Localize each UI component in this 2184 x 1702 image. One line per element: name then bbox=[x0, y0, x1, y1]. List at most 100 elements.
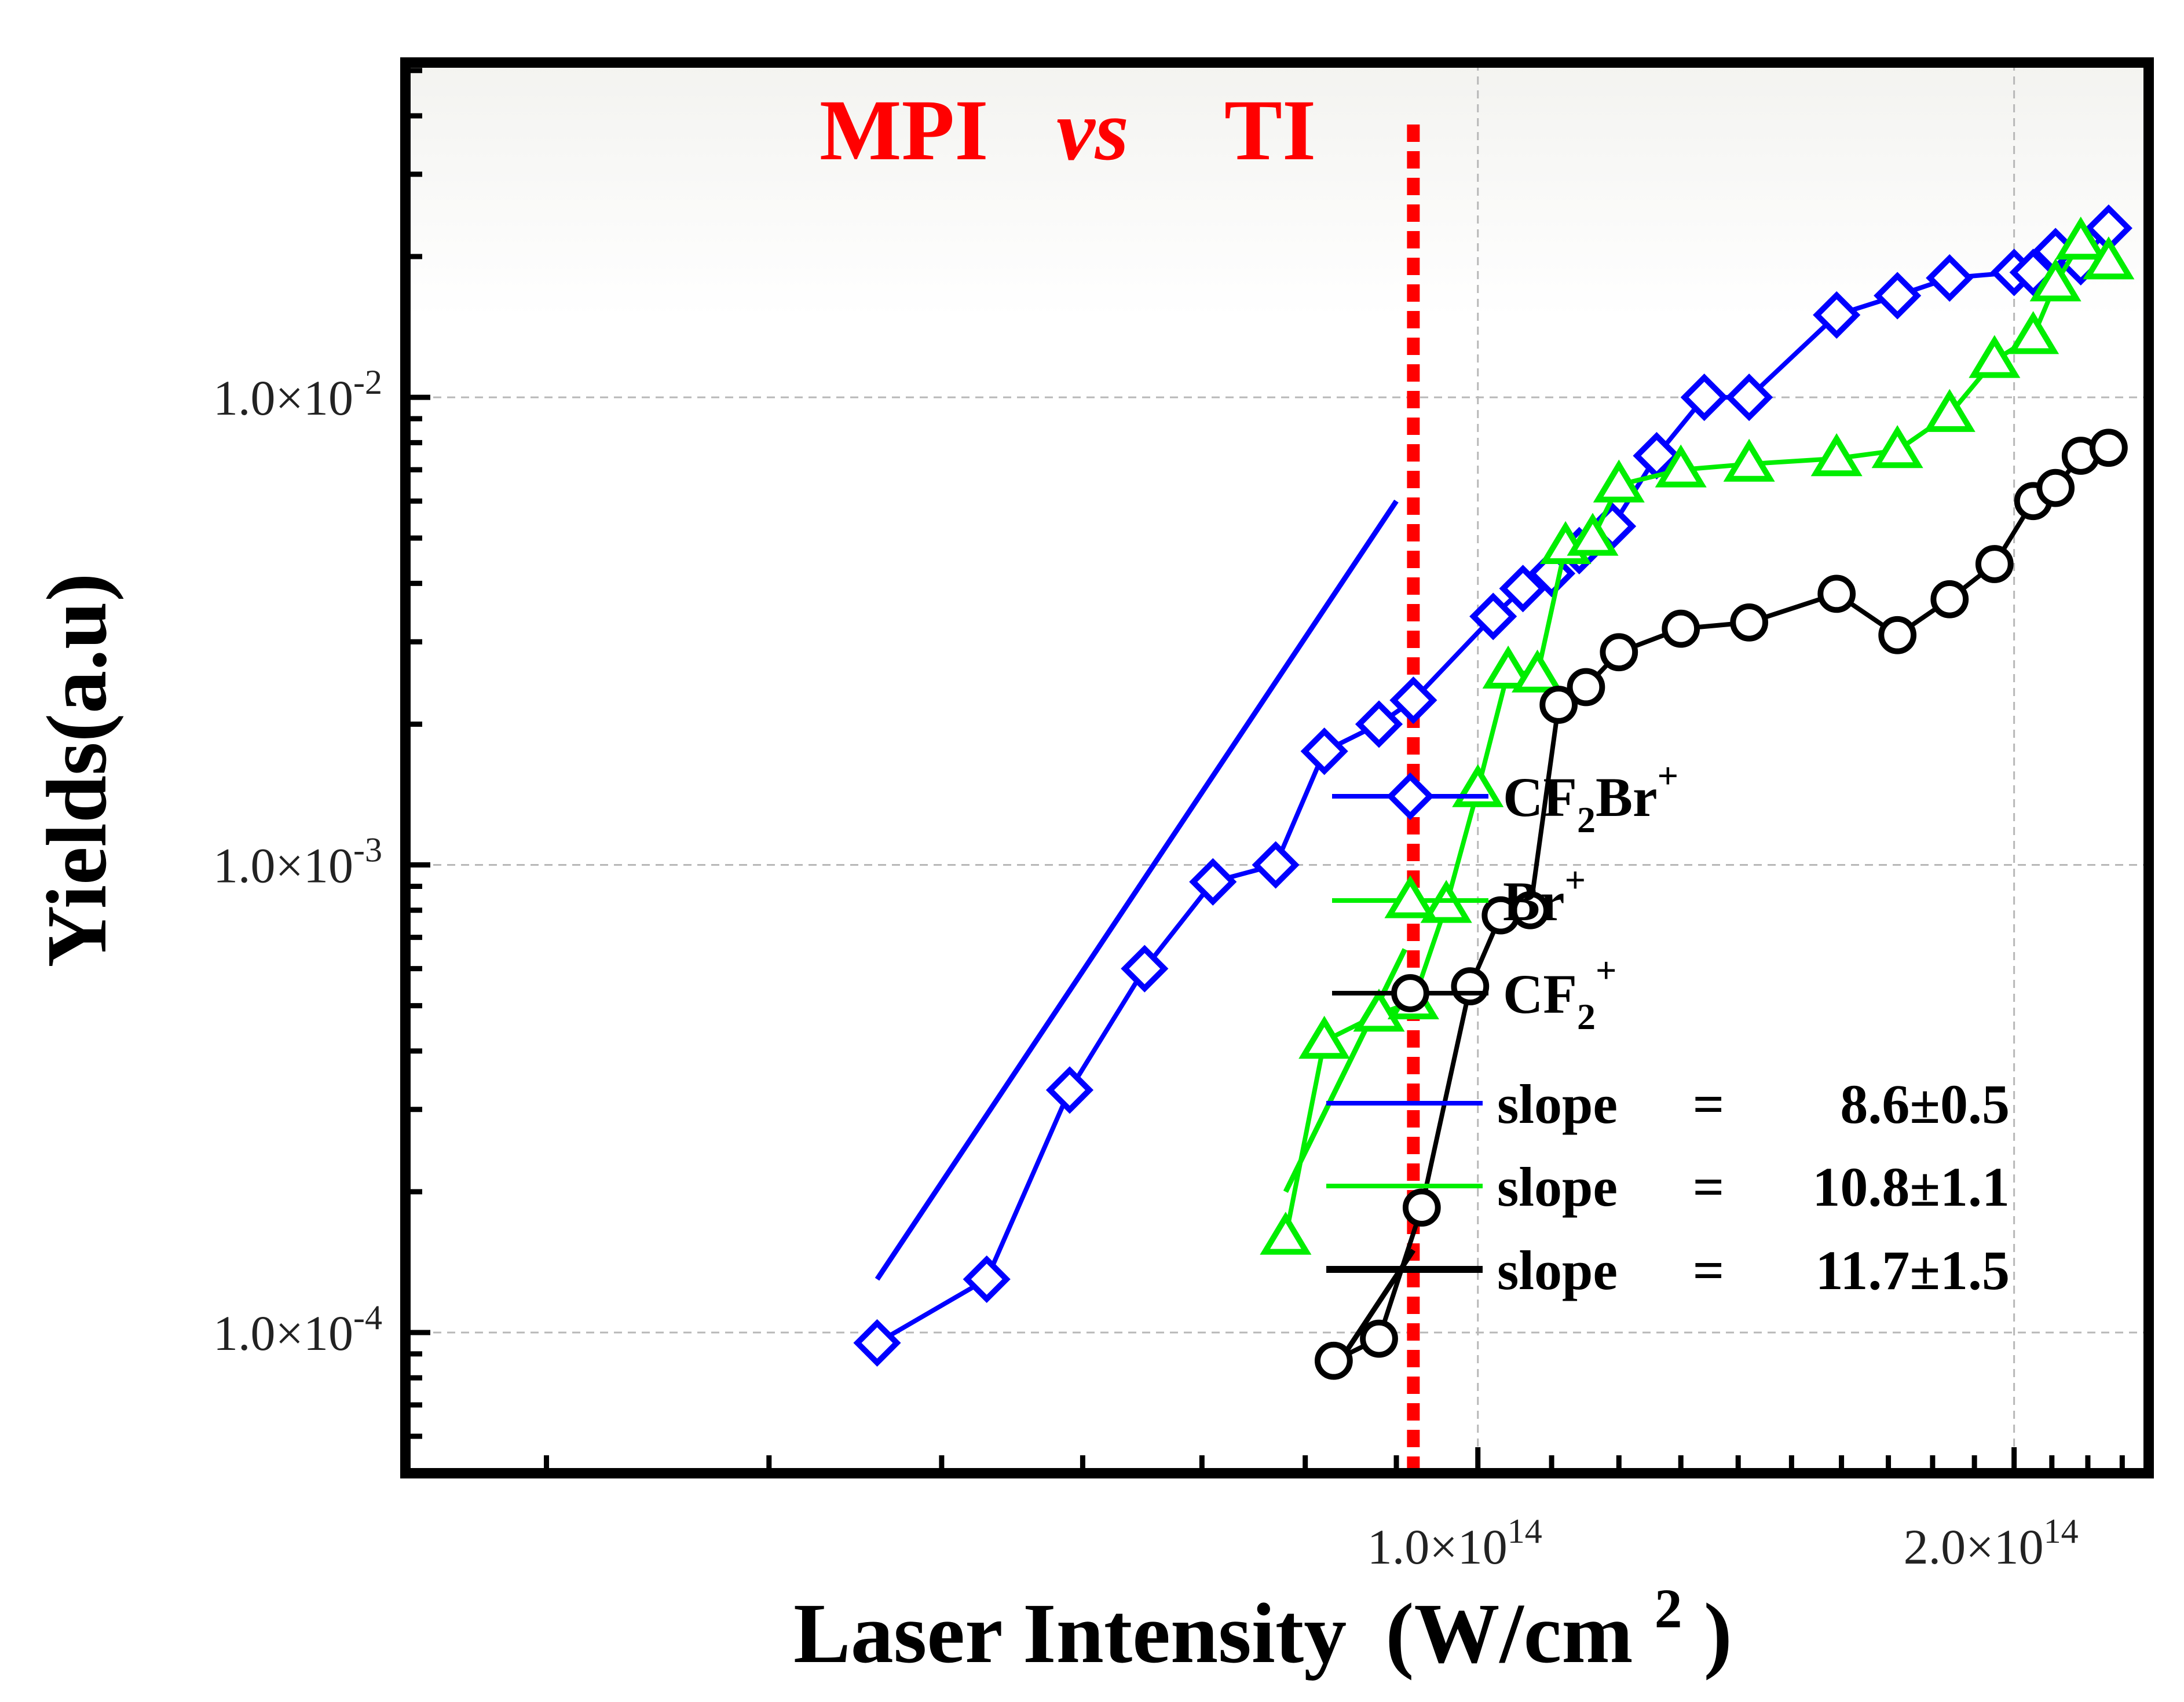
legend-fit-eq-1: = bbox=[1693, 1156, 1725, 1218]
data-point-0-1 bbox=[963, 1255, 1011, 1304]
series-2 bbox=[1314, 429, 2128, 1380]
data-point-2-7 bbox=[1567, 668, 1605, 707]
legend-entry-0: CF2Br+ bbox=[1332, 755, 1678, 840]
legend-label-1: Br+ bbox=[1503, 859, 1586, 932]
y-tick-label-mantissa-2: 1.0×10 bbox=[213, 370, 353, 426]
y-tick-label-2: 1.0×10-2 bbox=[213, 363, 382, 426]
data-point-0-4 bbox=[1189, 858, 1237, 906]
legend-label-sup-2: + bbox=[1596, 950, 1616, 991]
y-tick-label-exp-2: -2 bbox=[353, 363, 382, 401]
top-shading bbox=[405, 63, 2149, 317]
legend-label-sup-1: + bbox=[1565, 859, 1586, 901]
x-axis-title-close: ) bbox=[1704, 1586, 1732, 1681]
legend-label-base-1: Br bbox=[1503, 870, 1565, 932]
data-point-2-11 bbox=[1817, 574, 1856, 613]
x-axis-title-units: (W/cm bbox=[1385, 1586, 1633, 1681]
legend-label-0: CF2Br+ bbox=[1503, 755, 1678, 840]
data-point-1-7 bbox=[1512, 649, 1564, 693]
annotation-vs: vs bbox=[1056, 82, 1129, 178]
annotation-mpi: MPI bbox=[820, 82, 989, 178]
y-tick-label-exp-1: -3 bbox=[353, 831, 382, 869]
legend-marker-2 bbox=[1391, 974, 1429, 1012]
x-axis-title-sup: 2 bbox=[1655, 1577, 1682, 1639]
annotation-mpi-vs-ti: MPI vs TI bbox=[820, 82, 1316, 178]
data-point-2-8 bbox=[1600, 633, 1638, 672]
x-tick-label-mantissa-0: 1.0×10 bbox=[1367, 1519, 1508, 1575]
x-tick-label-exp-1: 14 bbox=[2044, 1512, 2079, 1550]
legend-fit-value-0: 8.6±0.5 bbox=[1840, 1073, 2010, 1135]
annotation-ti: TI bbox=[1224, 82, 1316, 178]
x-tick-label-0: 1.0×1014 bbox=[1367, 1512, 1542, 1575]
data-point-1-19 bbox=[2055, 216, 2107, 260]
data-point-2-2 bbox=[1402, 1188, 1441, 1227]
data-point-2-14 bbox=[1975, 545, 2014, 583]
data-point-1-1 bbox=[1298, 1016, 1351, 1059]
legend-fit-entry-1: slope = 10.8±1.1 bbox=[1326, 1156, 2010, 1218]
y-tick-label-0: 1.0×10-4 bbox=[213, 1298, 382, 1361]
data-point-1-20 bbox=[2083, 236, 2135, 280]
legend-label-sup-0: + bbox=[1658, 755, 1678, 796]
axis-ticks bbox=[411, 68, 2125, 1476]
data-point-1-9 bbox=[1567, 513, 1619, 556]
x-tick-label-exp-0: 14 bbox=[1508, 1512, 1542, 1550]
y-axis-title: Yields(a.u) bbox=[30, 573, 125, 967]
legend-label-rest-0: Br bbox=[1596, 766, 1658, 828]
fit-line-0 bbox=[875, 499, 1399, 1281]
data-point-0-0 bbox=[853, 1319, 901, 1367]
data-point-2-6 bbox=[1539, 686, 1578, 724]
legend-entry-2: CF2+ bbox=[1332, 950, 1616, 1037]
legend-marker-1 bbox=[1384, 875, 1436, 918]
legend-fit-label-2: slope bbox=[1497, 1239, 1618, 1301]
data-point-2-5 bbox=[1511, 891, 1550, 929]
legend-fit-label-0: slope bbox=[1497, 1073, 1618, 1135]
data-point-0-5 bbox=[1252, 841, 1300, 889]
data-point-1-6 bbox=[1482, 645, 1534, 689]
data-point-0-8 bbox=[1389, 676, 1437, 724]
x-tick-label-1: 2.0×1014 bbox=[1904, 1512, 2079, 1575]
fit-line-1 bbox=[1283, 948, 1407, 1193]
legend-fit-entry-0: slope = 8.6±0.5 bbox=[1326, 1073, 2010, 1135]
data-point-2-3 bbox=[1451, 967, 1490, 1006]
legend-label-sub-2: 2 bbox=[1577, 996, 1596, 1037]
legend-entry-1: Br+ bbox=[1332, 859, 1586, 932]
x-tick-label-mantissa-1: 2.0×10 bbox=[1904, 1519, 2044, 1575]
data-point-2-10 bbox=[1730, 603, 1769, 642]
slope-fit-lines bbox=[875, 499, 1416, 1372]
data-point-0-16 bbox=[1725, 374, 1773, 422]
legend-fit-value-1: 10.8±1.1 bbox=[1812, 1156, 2010, 1218]
x-axis-title: Laser Intensity (W/cm 2 ) bbox=[793, 1551, 1732, 1681]
data-point-0-9 bbox=[1469, 592, 1517, 640]
grid-lines bbox=[405, 63, 2149, 1473]
data-point-2-0 bbox=[1314, 1341, 1353, 1380]
data-point-1-10 bbox=[1593, 459, 1645, 503]
y-tick-labels: 1.0×10-41.0×10-31.0×10-2 bbox=[213, 363, 382, 1361]
data-point-2-18 bbox=[2090, 429, 2128, 467]
y-tick-label-mantissa-1: 1.0×10 bbox=[213, 838, 353, 894]
data-point-1-15 bbox=[1923, 389, 1976, 432]
data-point-0-18 bbox=[1874, 272, 1922, 320]
data-point-0-2 bbox=[1045, 1066, 1094, 1114]
data-point-0-6 bbox=[1300, 727, 1348, 775]
data-point-1-11 bbox=[1655, 444, 1707, 488]
data-point-0-10 bbox=[1499, 565, 1547, 613]
legend-fit-eq-2: = bbox=[1693, 1239, 1725, 1301]
data-point-2-12 bbox=[1878, 616, 1917, 654]
data-point-0-17 bbox=[1813, 291, 1861, 339]
data-point-2-1 bbox=[1360, 1319, 1398, 1358]
legend-label-base-2: CF bbox=[1503, 963, 1577, 1025]
data-point-2-13 bbox=[1930, 580, 1969, 618]
data-point-1-13 bbox=[1810, 433, 1863, 477]
legend-label-sub-0: 2 bbox=[1577, 799, 1596, 840]
legend-label-2: CF2+ bbox=[1503, 950, 1616, 1037]
x-axis-title-main: Laser Intensity bbox=[793, 1586, 1347, 1681]
y-tick-label-1: 1.0×10-3 bbox=[213, 831, 382, 894]
legend-fit-value-2: 11.7±1.5 bbox=[1816, 1239, 2010, 1301]
data-point-1-5 bbox=[1452, 764, 1504, 807]
y-tick-label-exp-0: -4 bbox=[353, 1298, 382, 1337]
data-point-1-14 bbox=[1871, 425, 1923, 468]
legend-fit-label-1: slope bbox=[1497, 1156, 1618, 1218]
plot-background bbox=[405, 63, 2149, 317]
data-point-0-15 bbox=[1680, 374, 1728, 422]
